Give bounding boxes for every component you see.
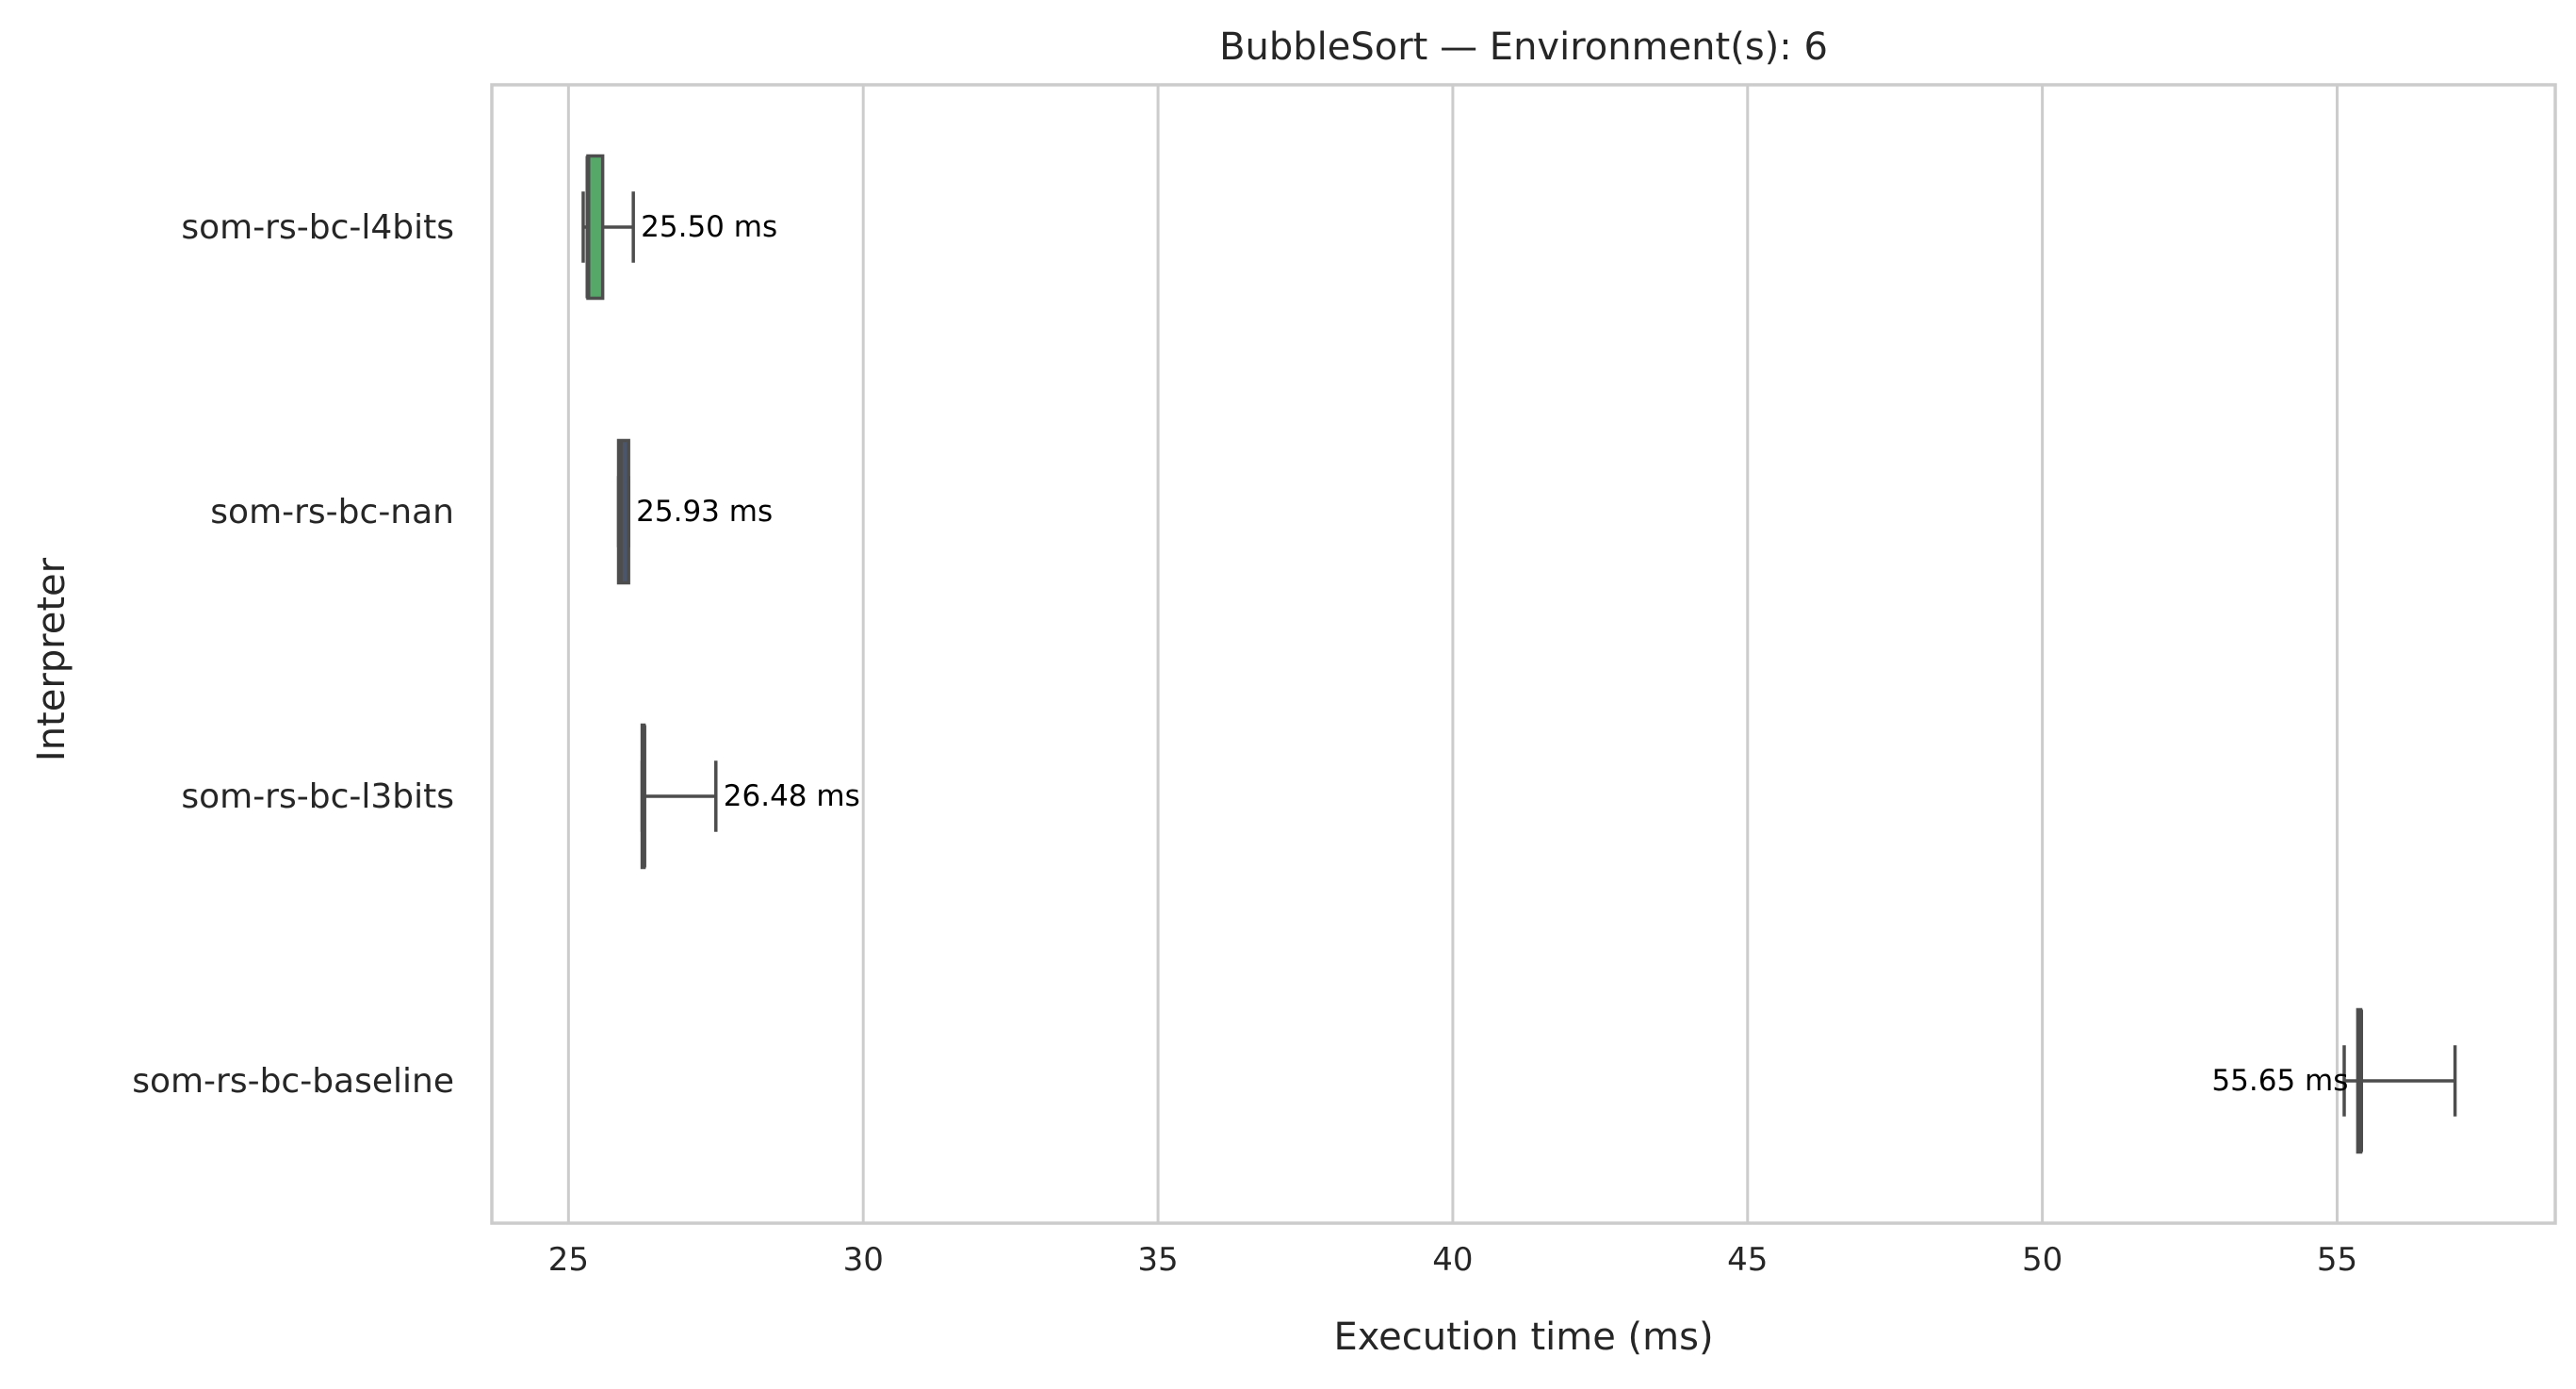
chart-title: BubbleSort — Environment(s): 6 (1219, 25, 1828, 69)
data-labels: 25.50 ms 25.93 ms 26.48 ms 55.65 ms (636, 210, 2348, 1098)
box-plot-som-rs-bc-l3bits (640, 723, 718, 870)
data-label: 25.50 ms (641, 210, 777, 244)
y-tick-label: som-rs-bc-l4bits (181, 208, 454, 247)
data-label: 25.93 ms (636, 495, 773, 529)
data-label: 26.48 ms (724, 779, 860, 813)
grid-lines (566, 85, 2339, 1223)
y-axis-label: Interpreter (30, 557, 73, 761)
x-tick-label: 55 (2317, 1241, 2357, 1279)
y-tick-label: som-rs-bc-nan (210, 493, 454, 531)
x-tick-labels: 25 30 35 40 45 50 55 (548, 1241, 2357, 1279)
box-plot-som-rs-bc-nan (616, 438, 630, 585)
y-tick-label: som-rs-bc-baseline (132, 1062, 454, 1101)
x-tick-label: 40 (1432, 1241, 1473, 1279)
box-plot-som-rs-bc-baseline (2342, 1007, 2457, 1154)
box-plot-som-rs-bc-l4bits (581, 154, 635, 301)
box-plots (581, 154, 2457, 1154)
x-tick-label: 45 (1727, 1241, 1768, 1279)
x-tick-label: 50 (2022, 1241, 2062, 1279)
data-label: 55.65 ms (2211, 1064, 2348, 1098)
y-tick-label: som-rs-bc-l3bits (181, 777, 454, 816)
x-tick-label: 25 (548, 1241, 589, 1279)
plot-frame (490, 83, 2557, 1225)
y-tick-labels: som-rs-bc-l4bits som-rs-bc-nan som-rs-bc-l… (132, 208, 454, 1101)
x-axis-label: Execution time (ms) (1333, 1315, 1713, 1359)
x-tick-label: 35 (1137, 1241, 1178, 1279)
x-tick-label: 30 (843, 1241, 884, 1279)
